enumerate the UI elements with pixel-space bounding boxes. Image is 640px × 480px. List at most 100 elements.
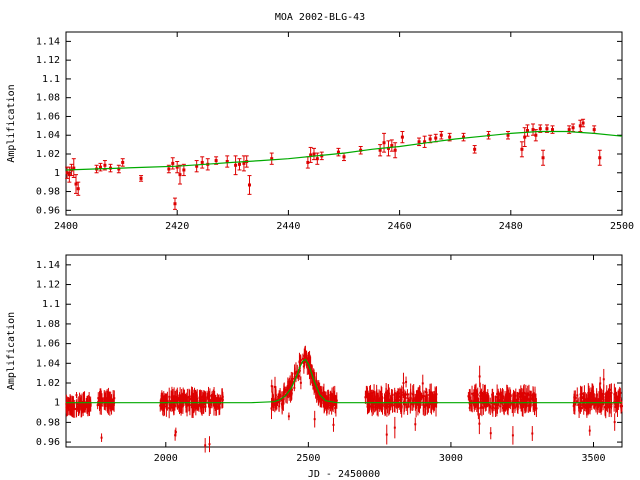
top-panel: 0.96 0.98 1 1.02 1.04 1.06 1.08 1.1 1.12 1.14 2400…: [6, 31, 634, 232]
data-point: [405, 405, 408, 408]
data-point: [308, 372, 311, 375]
data-point: [599, 382, 602, 385]
data-point: [484, 392, 487, 395]
data-point: [297, 375, 300, 378]
data-point: [234, 163, 238, 167]
data-point: [591, 392, 594, 395]
data-point: [534, 404, 537, 407]
data-point: [386, 396, 389, 399]
data-point: [335, 399, 338, 402]
data-point: [288, 384, 291, 387]
data-point: [587, 405, 590, 408]
data-point: [391, 393, 394, 396]
data-point: [583, 402, 586, 405]
data-point: [414, 399, 417, 402]
y-axis-label: Amplification: [6, 84, 17, 162]
data-point: [533, 407, 536, 410]
data-point: [514, 406, 517, 409]
chart-title: MOA 2002-BLG-43: [275, 12, 365, 23]
data-point: [306, 160, 310, 164]
data-point: [291, 380, 294, 383]
data-point: [476, 399, 479, 402]
data-point: [242, 161, 246, 165]
data-point: [618, 393, 621, 396]
data-point: [604, 407, 607, 410]
data-point: [301, 357, 304, 360]
data-point: [117, 167, 121, 171]
data-point: [472, 400, 475, 403]
data-point: [84, 404, 87, 407]
data-point: [416, 396, 419, 399]
data-point: [602, 397, 605, 400]
x-tick-label: 2420: [165, 221, 189, 232]
data-point: [171, 161, 175, 165]
data-point: [372, 406, 375, 409]
data-point: [206, 396, 209, 399]
data-point: [380, 403, 383, 406]
y-tick-label: 1.06: [36, 339, 60, 350]
data-point: [620, 405, 623, 408]
data-point: [72, 166, 76, 170]
data-point: [98, 165, 102, 169]
data-point: [434, 395, 437, 398]
data-point: [159, 404, 162, 407]
data-point: [576, 394, 579, 397]
data-point: [378, 148, 382, 152]
y-tick-label: 1.14: [36, 36, 60, 47]
data-point: [420, 398, 423, 401]
data-point: [434, 136, 438, 140]
data-point: [208, 443, 211, 446]
data-point: [435, 396, 438, 399]
data-point: [574, 396, 577, 399]
data-point: [225, 160, 229, 164]
data-point: [534, 398, 537, 401]
data-point: [298, 361, 301, 364]
data-point: [329, 397, 332, 400]
data-point: [428, 137, 432, 141]
y-tick-label: 1.02: [36, 149, 60, 160]
data-point: [329, 406, 332, 409]
data-point: [409, 396, 412, 399]
data-point: [291, 382, 294, 385]
data-point: [309, 364, 312, 367]
data-point: [428, 400, 431, 403]
data-point: [327, 402, 330, 405]
data-point: [520, 147, 524, 151]
data-point: [294, 371, 297, 374]
data-point: [481, 393, 484, 396]
data-point: [97, 400, 100, 403]
data-point: [309, 153, 313, 157]
data-point: [435, 405, 438, 408]
data-point: [84, 406, 87, 409]
data-point: [296, 370, 299, 373]
data-point: [511, 402, 514, 405]
data-point: [315, 379, 318, 382]
data-point: [396, 396, 399, 399]
data-point: [275, 403, 278, 406]
data-point: [511, 405, 514, 408]
data-point: [578, 124, 582, 128]
data-point: [522, 392, 525, 395]
data-point: [388, 404, 391, 407]
data-point: [494, 403, 497, 406]
data-point: [400, 135, 404, 139]
data-point: [614, 393, 617, 396]
data-point: [75, 394, 78, 397]
data-point: [497, 393, 500, 396]
data-point: [521, 406, 524, 409]
data-point: [200, 160, 204, 164]
model-curve: [65, 130, 623, 171]
data-point: [175, 400, 178, 403]
data-point: [609, 388, 612, 391]
data-point: [470, 404, 473, 407]
data-point: [604, 395, 607, 398]
data-point: [524, 404, 527, 407]
data-point: [108, 403, 111, 406]
data-point: [330, 404, 333, 407]
data-point: [397, 399, 400, 402]
data-point: [219, 398, 222, 401]
data-point: [332, 423, 335, 426]
data-point: [502, 406, 505, 409]
y-tick-label: 1.12: [36, 55, 60, 66]
